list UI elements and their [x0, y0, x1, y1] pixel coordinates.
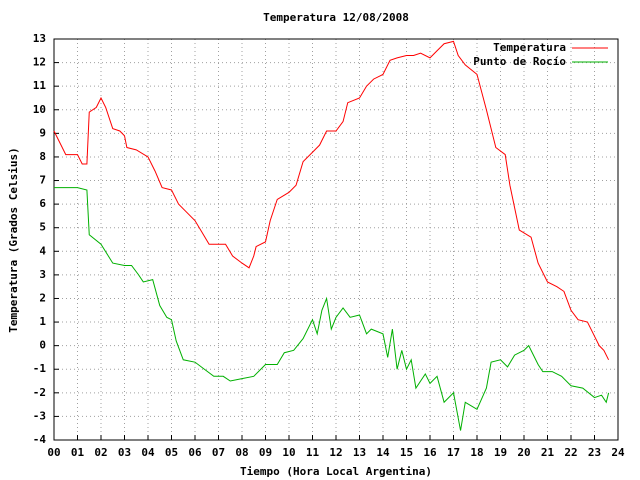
data-line: [54, 187, 610, 431]
x-tick-label: 01: [71, 446, 85, 459]
x-tick-label: 09: [259, 446, 272, 459]
y-tick-label: -1: [33, 362, 47, 375]
x-tick-label: 16: [423, 446, 437, 459]
x-tick-label: 07: [212, 446, 225, 459]
legend-label: Punto de Rocío: [473, 55, 566, 68]
x-tick-label: 19: [494, 446, 507, 459]
y-tick-label: 2: [39, 291, 46, 304]
y-tick-label: -2: [33, 386, 46, 399]
x-axis-label: Tiempo (Hora Local Argentina): [240, 465, 432, 478]
x-tick-label: 04: [141, 446, 155, 459]
y-tick-label: -3: [33, 409, 46, 422]
y-axis-label: Temperatura (Grados Celsius): [7, 147, 20, 332]
x-tick-label: 11: [306, 446, 320, 459]
y-tick-label: 11: [33, 79, 47, 92]
legend-label: Temperatura: [493, 41, 566, 54]
y-tick-label: 7: [39, 174, 46, 187]
x-tick-label: 05: [165, 446, 178, 459]
y-tick-label: 5: [39, 221, 46, 234]
x-tick-label: 20: [517, 446, 530, 459]
y-tick-label: 6: [39, 197, 46, 210]
y-tick-label: 12: [33, 56, 46, 69]
y-tick-label: 8: [39, 150, 46, 163]
x-tick-label: 24: [611, 446, 625, 459]
x-tick-label: 18: [470, 446, 483, 459]
x-tick-label: 10: [282, 446, 295, 459]
x-tick-label: 22: [564, 446, 577, 459]
y-tick-label: 10: [33, 103, 46, 116]
x-tick-label: 17: [447, 446, 460, 459]
x-tick-label: 06: [188, 446, 202, 459]
x-tick-label: 23: [588, 446, 601, 459]
y-tick-label: 1: [39, 315, 46, 328]
data-line: [53, 40, 610, 361]
y-tick-label: 9: [39, 126, 46, 139]
y-tick-label: 13: [33, 32, 46, 45]
x-tick-label: 21: [541, 446, 555, 459]
x-tick-label: 00: [47, 446, 60, 459]
plot-frame: [53, 38, 619, 441]
x-tick-label: 03: [118, 446, 131, 459]
y-tick-label: 3: [39, 268, 46, 281]
x-tick-label: 08: [235, 446, 248, 459]
x-tick-label: 12: [329, 446, 342, 459]
x-tick-label: 13: [353, 446, 366, 459]
y-tick-label: 0: [39, 339, 46, 352]
chart-title: Temperatura 12/08/2008: [263, 11, 409, 24]
x-tick-label: 02: [94, 446, 107, 459]
x-tick-label: 15: [400, 446, 413, 459]
y-tick-label: -4: [33, 433, 47, 446]
x-tick-label: 14: [376, 446, 390, 459]
y-tick-label: 4: [39, 244, 46, 257]
